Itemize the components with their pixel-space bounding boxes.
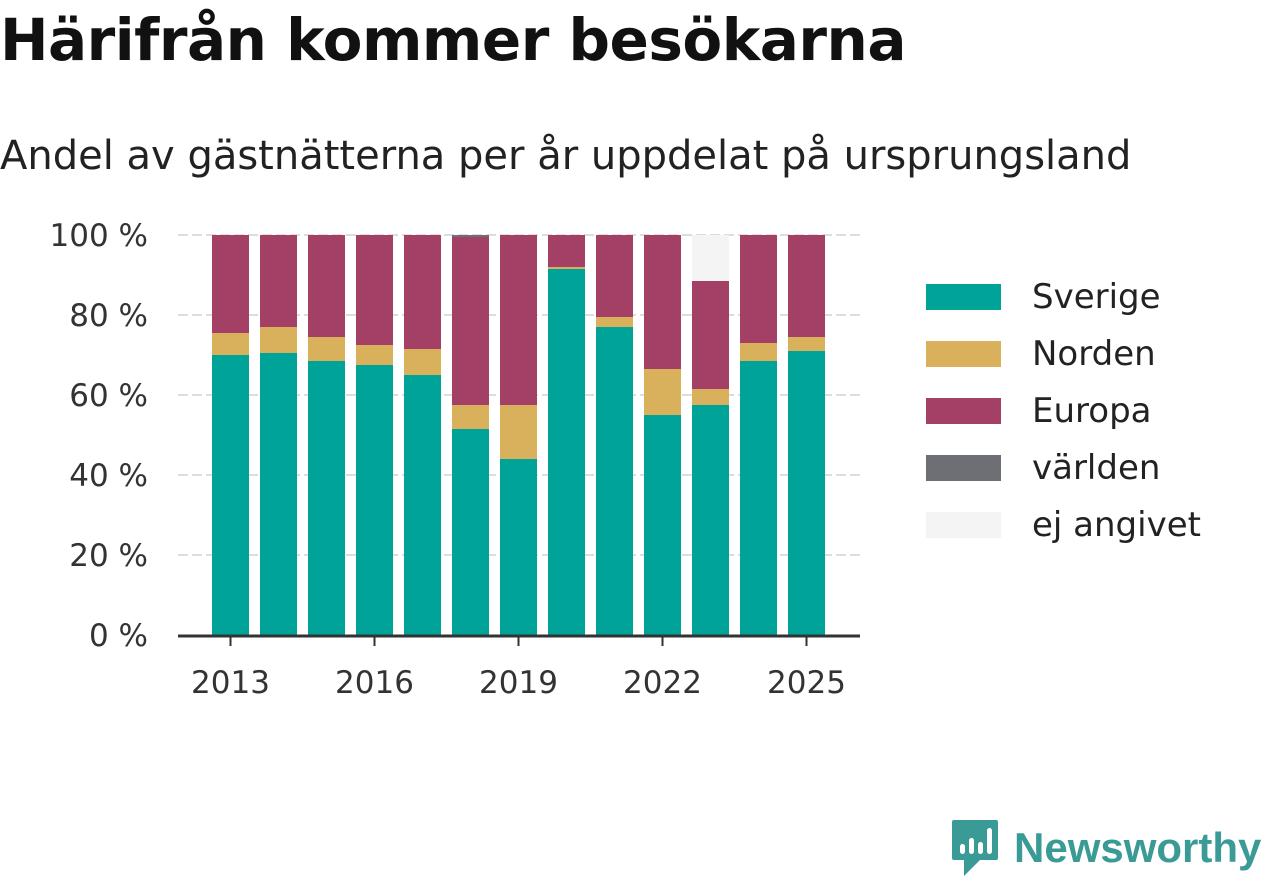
bar-segment — [308, 361, 345, 635]
bar-segment — [500, 459, 537, 635]
x-tick-label: 2013 — [191, 665, 270, 701]
bar-segment — [404, 349, 441, 375]
bar-segment — [452, 429, 489, 635]
newsworthy-logo-icon — [952, 820, 998, 876]
bar-segment — [788, 337, 825, 351]
x-tick-label: 2016 — [335, 665, 414, 701]
bar-segment — [404, 235, 441, 349]
bar-segment — [644, 235, 681, 369]
brand: Newsworthy — [950, 818, 1261, 878]
bar-segment — [548, 267, 585, 269]
bar-segment — [644, 415, 681, 635]
legend-label: Europa — [1032, 390, 1152, 431]
bar-segment — [548, 269, 585, 635]
bar-segment — [692, 389, 729, 405]
y-tick-label: 60 % — [69, 378, 148, 414]
bar-segment — [404, 375, 441, 635]
y-tick-label: 100 % — [50, 218, 148, 254]
bar-segment — [452, 235, 489, 237]
legend: Sverige Norden Europa världen ej angivet — [926, 268, 1201, 553]
bar-segment — [452, 237, 489, 405]
x-tick-label: 2025 — [767, 665, 846, 701]
bar-segment — [692, 235, 729, 281]
legend-label: Sverige — [1032, 276, 1161, 317]
x-tick-label: 2022 — [623, 665, 702, 701]
bar-segment — [452, 405, 489, 429]
legend-item: Europa — [926, 382, 1201, 439]
bar-segment — [692, 405, 729, 635]
chart-title: Härifrån kommer besökarna — [0, 6, 906, 74]
bar-segment — [740, 361, 777, 635]
legend-swatch — [926, 454, 1001, 481]
stacked-bar-chart: 0 % 20 % 40 % 60 % 80 % 100 % 2013 2016 2019 2022… — [50, 218, 860, 701]
bar-segment — [788, 235, 825, 337]
chart-subtitle: Andel av gästnätterna per år uppdelat på… — [0, 133, 1132, 179]
bar-segment — [260, 353, 297, 635]
bar-segment — [260, 235, 297, 327]
legend-label: Norden — [1032, 333, 1156, 374]
bar-segment — [644, 369, 681, 415]
bar-segment — [356, 235, 393, 345]
bar-segment — [356, 345, 393, 365]
bar-segment — [740, 343, 777, 361]
bar-segment — [692, 281, 729, 389]
x-tick-label: 2019 — [479, 665, 558, 701]
bar-segment — [260, 327, 297, 353]
bar-segment — [212, 333, 249, 355]
bar-segment — [356, 365, 393, 635]
y-tick-label: 20 % — [69, 538, 148, 574]
legend-swatch — [926, 397, 1001, 424]
legend-item: världen — [926, 439, 1201, 496]
bar-segment — [740, 235, 777, 343]
bar-segment — [596, 327, 633, 635]
legend-item: Norden — [926, 325, 1201, 382]
bar-segment — [308, 235, 345, 337]
legend-label: ej angivet — [1032, 504, 1201, 545]
legend-item: ej angivet — [926, 496, 1201, 553]
legend-label: världen — [1032, 447, 1161, 488]
bar-segment — [788, 351, 825, 635]
legend-swatch — [926, 511, 1001, 538]
bar-segment — [212, 355, 249, 635]
y-tick-label: 80 % — [69, 298, 148, 334]
legend-swatch — [926, 340, 1001, 367]
bar-segment — [500, 235, 537, 405]
bar-segment — [500, 405, 537, 459]
legend-swatch — [926, 283, 1001, 310]
y-tick-label: 40 % — [69, 458, 148, 494]
y-tick-label: 0 % — [89, 618, 148, 654]
brand-name: Newsworthy — [1014, 824, 1262, 871]
bar-segment — [548, 235, 585, 267]
legend-item: Sverige — [926, 268, 1201, 325]
bar-segment — [596, 317, 633, 327]
bar-segment — [596, 235, 633, 317]
bar-segment — [212, 235, 249, 333]
bar-segment — [308, 337, 345, 361]
